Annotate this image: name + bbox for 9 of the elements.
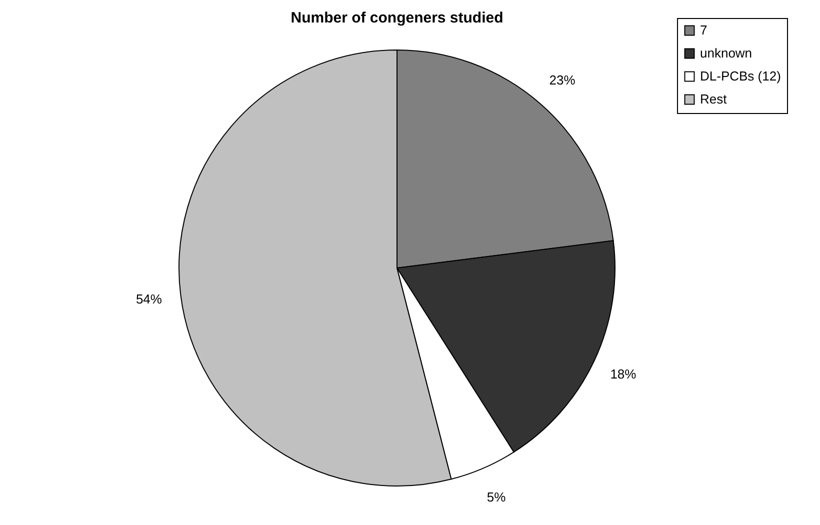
- data-label: 18%: [610, 366, 637, 382]
- legend-label: 7: [700, 22, 708, 38]
- data-label: 54%: [136, 291, 162, 306]
- legend-label: unknown: [700, 46, 752, 60]
- legend-label: DL-PCBs (12): [700, 68, 781, 84]
- data-label: 5%: [486, 489, 506, 504]
- data-label: 23%: [549, 72, 576, 88]
- legend-label: Rest: [700, 92, 728, 106]
- chart-title: Number of congeners studied: [290, 10, 504, 26]
